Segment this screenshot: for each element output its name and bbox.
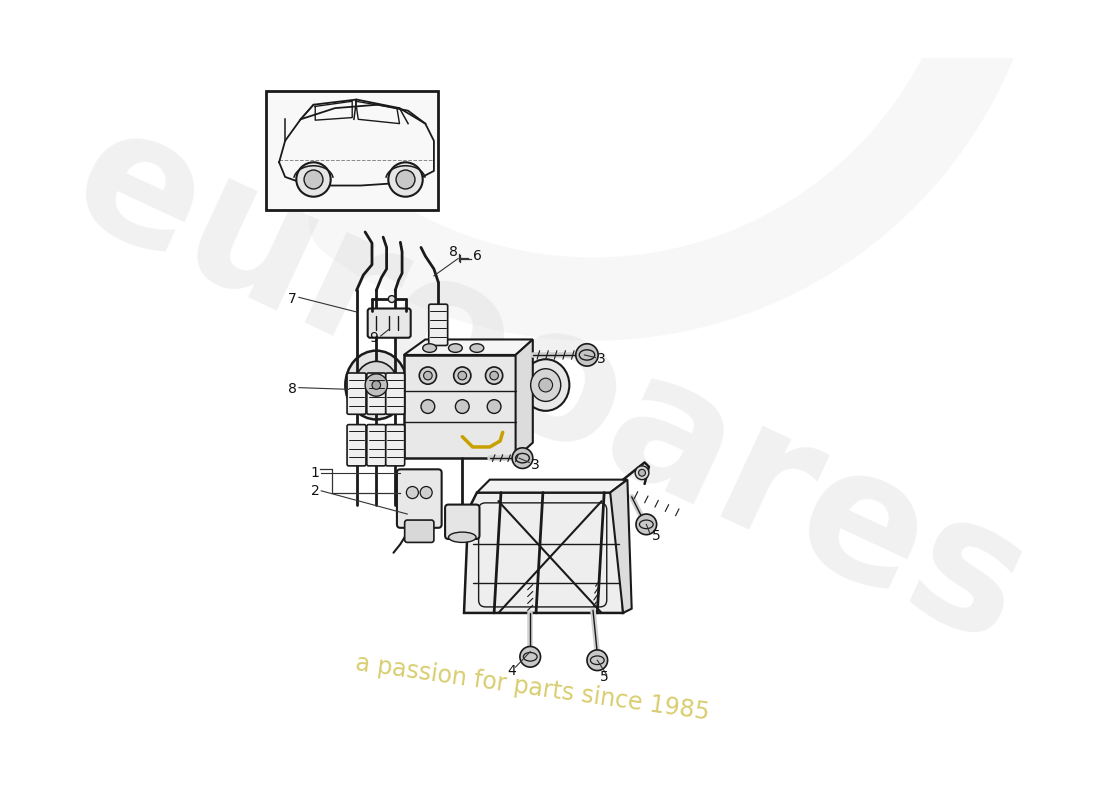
Circle shape — [458, 371, 466, 380]
Circle shape — [421, 400, 434, 414]
Circle shape — [520, 646, 540, 667]
Circle shape — [639, 470, 646, 476]
Polygon shape — [516, 339, 532, 458]
Circle shape — [420, 486, 432, 498]
Circle shape — [396, 170, 415, 189]
Text: 3: 3 — [597, 352, 606, 366]
Text: 3: 3 — [531, 458, 540, 472]
Text: 6: 6 — [473, 249, 482, 263]
Circle shape — [539, 378, 552, 392]
Circle shape — [453, 367, 471, 384]
Circle shape — [490, 371, 498, 380]
Ellipse shape — [530, 369, 561, 402]
FancyBboxPatch shape — [405, 520, 433, 542]
Circle shape — [635, 466, 649, 480]
FancyBboxPatch shape — [366, 373, 386, 414]
Text: 4: 4 — [507, 663, 516, 678]
Circle shape — [575, 344, 598, 366]
Circle shape — [487, 400, 500, 414]
FancyBboxPatch shape — [386, 373, 405, 414]
FancyBboxPatch shape — [429, 304, 448, 346]
Text: 8: 8 — [449, 245, 458, 258]
Circle shape — [636, 514, 657, 534]
Ellipse shape — [422, 344, 437, 352]
Circle shape — [485, 367, 503, 384]
Text: a passion for parts since 1985: a passion for parts since 1985 — [354, 651, 712, 725]
Circle shape — [388, 296, 395, 302]
FancyBboxPatch shape — [386, 425, 405, 466]
FancyBboxPatch shape — [346, 425, 366, 466]
Circle shape — [424, 371, 432, 380]
FancyBboxPatch shape — [366, 425, 386, 466]
Ellipse shape — [355, 362, 398, 409]
Circle shape — [455, 400, 470, 414]
Circle shape — [296, 162, 331, 197]
Circle shape — [388, 162, 422, 197]
FancyBboxPatch shape — [346, 373, 366, 414]
Polygon shape — [404, 339, 532, 355]
Bar — [266, 91, 438, 210]
Polygon shape — [464, 493, 623, 613]
Ellipse shape — [449, 344, 462, 352]
Ellipse shape — [522, 359, 570, 411]
Ellipse shape — [345, 350, 407, 419]
Circle shape — [365, 374, 387, 396]
Text: 5: 5 — [600, 670, 608, 685]
Circle shape — [587, 650, 607, 670]
FancyBboxPatch shape — [367, 309, 410, 338]
Ellipse shape — [470, 344, 484, 352]
Polygon shape — [610, 480, 631, 613]
Circle shape — [513, 448, 532, 469]
Text: 2: 2 — [311, 484, 320, 498]
FancyBboxPatch shape — [446, 505, 480, 539]
Circle shape — [419, 367, 437, 384]
Circle shape — [406, 486, 418, 498]
Text: 5: 5 — [651, 529, 660, 542]
Circle shape — [372, 381, 381, 390]
Text: 9: 9 — [370, 330, 378, 345]
FancyBboxPatch shape — [397, 470, 441, 528]
Text: 1: 1 — [311, 466, 320, 480]
Circle shape — [304, 170, 323, 189]
Text: eurooares: eurooares — [46, 88, 1054, 682]
Text: 8: 8 — [288, 382, 297, 396]
Ellipse shape — [449, 532, 476, 542]
Bar — [404, 355, 516, 458]
Polygon shape — [477, 480, 627, 493]
Text: 7: 7 — [288, 292, 297, 306]
